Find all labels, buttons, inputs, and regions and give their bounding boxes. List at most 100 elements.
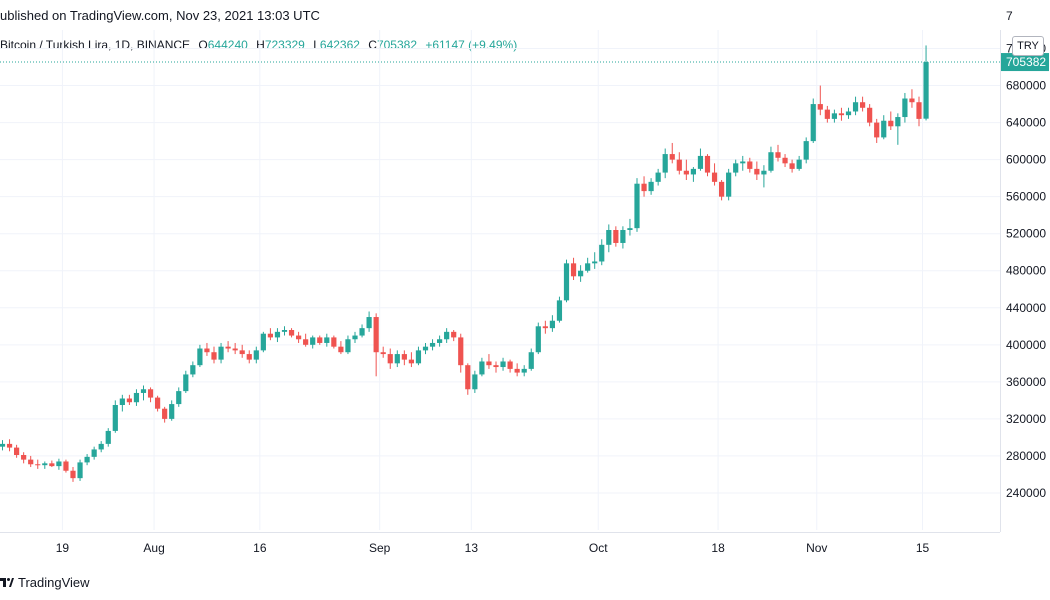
candle-body[interactable] xyxy=(613,230,619,243)
candle-body[interactable] xyxy=(852,102,859,112)
candle-body[interactable] xyxy=(881,120,887,138)
candle-body[interactable] xyxy=(535,326,541,353)
candle-body[interactable] xyxy=(232,348,238,351)
candle-body[interactable] xyxy=(338,346,344,353)
candle-body[interactable] xyxy=(42,463,48,466)
candle-body[interactable] xyxy=(690,168,696,175)
candle-body[interactable] xyxy=(63,461,69,471)
candle-body[interactable] xyxy=(669,154,675,160)
candle-body[interactable] xyxy=(824,109,830,119)
candle-body[interactable] xyxy=(761,170,767,175)
candle-body[interactable] xyxy=(169,404,175,419)
candle-body[interactable] xyxy=(126,398,132,403)
candle-body[interactable] xyxy=(599,244,605,262)
candle-body[interactable] xyxy=(606,230,612,245)
candle-body[interactable] xyxy=(838,113,845,116)
candle-body[interactable] xyxy=(740,161,746,164)
candle-body[interactable] xyxy=(585,263,591,271)
candle-body[interactable] xyxy=(183,374,189,392)
candle-body[interactable] xyxy=(437,339,443,343)
candle-body[interactable] xyxy=(789,163,795,169)
candle-body[interactable] xyxy=(704,155,711,173)
candle-body[interactable] xyxy=(507,361,513,369)
candle-body[interactable] xyxy=(444,331,450,340)
candle-body[interactable] xyxy=(310,337,316,345)
candle-body[interactable] xyxy=(500,361,506,368)
candle-body[interactable] xyxy=(620,230,626,243)
candle-body[interactable] xyxy=(373,317,379,353)
candle-body[interactable] xyxy=(542,326,548,329)
candle-body[interactable] xyxy=(676,159,682,171)
candle-body[interactable] xyxy=(296,335,302,340)
candle-body[interactable] xyxy=(70,470,76,479)
candle-body[interactable] xyxy=(197,348,203,366)
candle-body[interactable] xyxy=(380,352,386,355)
candle-body[interactable] xyxy=(888,120,894,127)
candle-body[interactable] xyxy=(634,183,640,229)
candle-body[interactable] xyxy=(133,392,140,403)
candle-body[interactable] xyxy=(21,455,27,460)
candle-body[interactable] xyxy=(84,456,90,463)
candle-body[interactable] xyxy=(860,102,866,108)
candle-body[interactable] xyxy=(465,365,471,390)
candle-body[interactable] xyxy=(162,408,168,419)
candle-body[interactable] xyxy=(563,263,570,301)
candle-body[interactable] xyxy=(324,337,330,343)
candle-body[interactable] xyxy=(14,447,20,455)
candle-body[interactable] xyxy=(394,354,400,364)
candle-body[interactable] xyxy=(895,117,901,127)
candle-body[interactable] xyxy=(359,328,365,336)
candle-body[interactable] xyxy=(49,463,55,467)
candle-body[interactable] xyxy=(916,102,922,119)
candle-body[interactable] xyxy=(204,348,210,353)
candle-body[interactable] xyxy=(267,333,273,338)
candle-body[interactable] xyxy=(98,443,104,450)
candle-body[interactable] xyxy=(810,104,816,142)
candle-body[interactable] xyxy=(218,346,224,360)
candle-body[interactable] xyxy=(401,354,407,360)
candle-body[interactable] xyxy=(655,172,661,182)
candle-body[interactable] xyxy=(155,397,161,409)
candle-body[interactable] xyxy=(352,335,358,340)
candle-body[interactable] xyxy=(867,107,873,123)
candle-body[interactable] xyxy=(415,350,422,364)
candle-body[interactable] xyxy=(225,346,231,349)
candle-body[interactable] xyxy=(6,443,13,448)
candle-body[interactable] xyxy=(556,300,563,321)
candle-body[interactable] xyxy=(112,405,118,431)
candle-body[interactable] xyxy=(803,141,809,160)
candle-body[interactable] xyxy=(747,161,753,169)
candle-body[interactable] xyxy=(641,183,647,192)
candle-body[interactable] xyxy=(0,443,6,447)
candle-body[interactable] xyxy=(528,352,534,369)
candle-body[interactable] xyxy=(549,320,555,329)
candle-body[interactable] xyxy=(274,331,281,338)
candle-body[interactable] xyxy=(345,339,351,353)
candle-body[interactable] xyxy=(719,181,725,197)
candle-body[interactable] xyxy=(493,365,499,368)
candle-body[interactable] xyxy=(408,359,414,364)
candle-body[interactable] xyxy=(627,228,633,230)
candle-body[interactable] xyxy=(726,172,732,197)
candle-body[interactable] xyxy=(662,154,668,173)
candle-body[interactable] xyxy=(35,464,41,466)
candle-body[interactable] xyxy=(147,389,154,398)
candle-body[interactable] xyxy=(281,330,288,332)
candle-body[interactable] xyxy=(211,352,217,360)
candle-body[interactable] xyxy=(422,346,429,351)
candle-body[interactable] xyxy=(458,337,464,366)
candle-body[interactable] xyxy=(768,152,774,171)
candle-body[interactable] xyxy=(796,159,802,169)
candle-body[interactable] xyxy=(190,365,196,375)
candle-body[interactable] xyxy=(91,449,97,457)
candle-body[interactable] xyxy=(28,459,34,465)
candle-body[interactable] xyxy=(253,350,259,360)
candle-body[interactable] xyxy=(366,317,372,329)
candle-body[interactable] xyxy=(246,354,252,360)
candle-body[interactable] xyxy=(77,462,83,479)
candle-body[interactable] xyxy=(429,342,436,347)
candle-body[interactable] xyxy=(711,172,718,182)
candle-body[interactable] xyxy=(874,122,880,138)
candle-body[interactable] xyxy=(105,430,111,444)
